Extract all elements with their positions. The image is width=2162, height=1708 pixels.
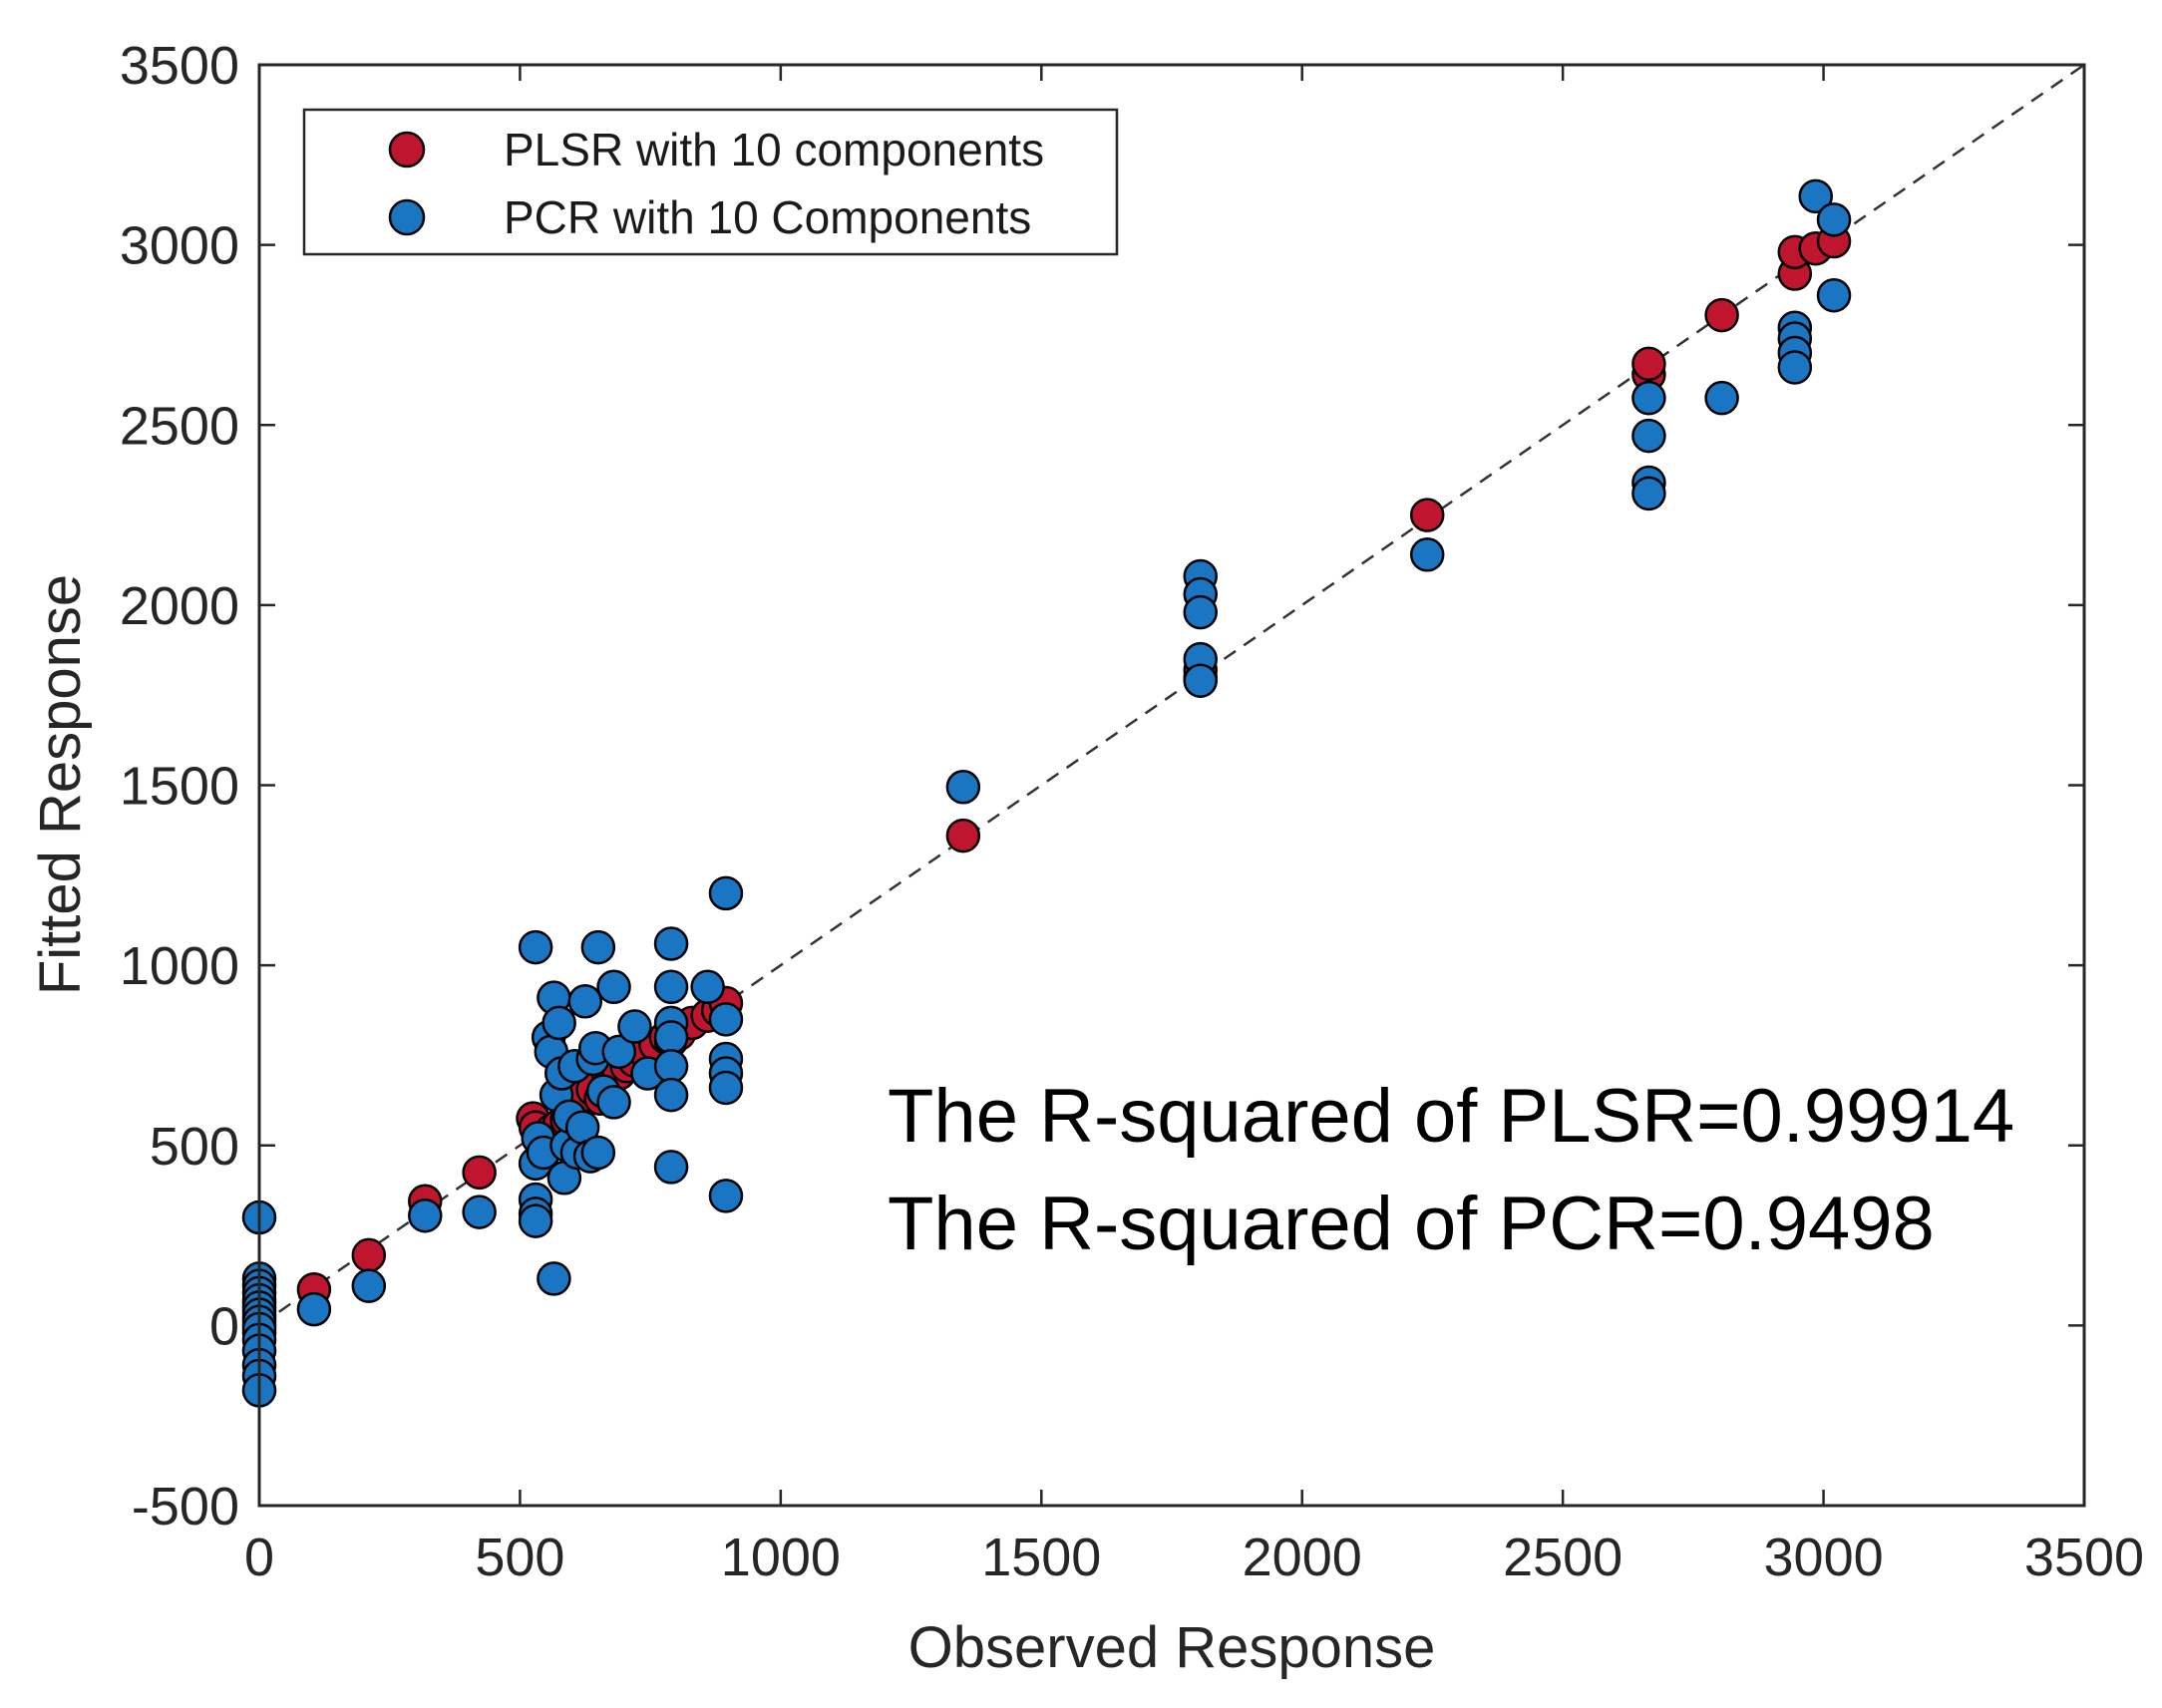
point-pcr-15: [351, 1268, 387, 1303]
point-pcr-55: [653, 1077, 689, 1113]
point-pcr-70: [1409, 537, 1445, 572]
x-tick-label-2000: 2000: [1243, 1528, 1362, 1587]
point-pcr-48: [617, 1009, 652, 1044]
x-tick-label-3000: 3000: [1764, 1528, 1884, 1587]
point-pcr-43: [580, 1135, 616, 1171]
x-tick-label-1000: 1000: [721, 1528, 841, 1587]
point-pcr-17: [462, 1195, 497, 1229]
legend-marker-plsr: [388, 131, 426, 169]
legend-label-pcr: PCR with 10 Components: [504, 191, 1031, 243]
legend-box: [302, 108, 1119, 256]
point-pcr-57: [690, 969, 725, 1005]
y-tick-label-3500: 3500: [120, 36, 239, 96]
point-pcr-58: [708, 875, 744, 911]
data-points: [241, 178, 1852, 1408]
point-pcr-21: [518, 1203, 553, 1238]
plot-frame: [257, 63, 2086, 1508]
point-pcr-67: [1183, 594, 1219, 630]
point-pcr-47: [601, 1034, 637, 1070]
y-tick-label--500: -500: [132, 1477, 239, 1537]
point-pcr-28: [537, 1261, 571, 1296]
point-pcr-80: [1798, 178, 1833, 214]
point-pcr-50: [653, 926, 689, 961]
point-pcr-42: [580, 929, 616, 965]
y-tick-label-3000: 3000: [120, 216, 239, 276]
point-pcr-54: [653, 1049, 689, 1084]
point-pcr-45: [596, 969, 631, 1005]
x-tick-label-500: 500: [475, 1528, 564, 1587]
annotation-r-squared-pcr: The R-squared of PCR=0.9498: [888, 1182, 1935, 1266]
y-tick-label-1500: 1500: [120, 757, 239, 817]
point-pcr-16: [408, 1197, 443, 1233]
y-tick-label-1000: 1000: [120, 936, 239, 996]
point-pcr-71: [1631, 380, 1666, 416]
point-pcr-56: [653, 1150, 689, 1185]
plot-background: [259, 65, 2084, 1506]
point-pcr-63: [708, 1179, 744, 1213]
point-pcr-62: [708, 1070, 744, 1106]
annotation-r-squared-plsr: The R-squared of PLSR=0.99914: [888, 1074, 2014, 1159]
point-pcr-82: [1816, 277, 1852, 313]
y-tick-label-2000: 2000: [120, 576, 239, 636]
y-axis-label: Fitted Response: [28, 574, 93, 995]
y-tick-label-2500: 2500: [120, 396, 239, 456]
y-tick-label-0: 0: [209, 1296, 239, 1356]
point-plsr-38: [1631, 346, 1666, 382]
legend-label-plsr: PLSR with 10 components: [504, 124, 1044, 175]
y-tick-labels: -500 0 500 1000 1500 2000 2500 3000 3500: [120, 36, 239, 1537]
point-pcr-53: [653, 1020, 689, 1055]
x-tick-labels: 0 500 1000 1500 2000 2500 3000 3500: [244, 1528, 2144, 1587]
x-tick-label-0: 0: [244, 1528, 274, 1587]
point-pcr-14: [296, 1291, 332, 1327]
legend: PLSR with 10 components PCR with 10 Comp…: [302, 108, 1119, 256]
x-tick-label-1500: 1500: [981, 1528, 1101, 1587]
point-pcr-38: [567, 984, 603, 1019]
point-pcr-74: [1631, 476, 1666, 512]
point-pcr-72: [1631, 418, 1666, 454]
point-pcr-59: [708, 1002, 744, 1037]
x-tick-label-3500: 3500: [2024, 1528, 2144, 1587]
point-pcr-30: [541, 1005, 576, 1041]
y-tick-label-500: 500: [150, 1117, 239, 1177]
legend-marker-pcr: [388, 198, 426, 236]
point-plsr-36: [1409, 498, 1445, 532]
point-plsr-6: [351, 1237, 387, 1273]
point-plsr-8: [462, 1155, 497, 1191]
point-pcr-79: [1777, 350, 1813, 385]
x-tick-label-2500: 2500: [1503, 1528, 1622, 1587]
point-pcr-69: [1183, 663, 1219, 698]
point-pcr-51: [653, 969, 689, 1005]
point-pcr-75: [1704, 380, 1739, 416]
point-pcr-18: [518, 929, 553, 965]
point-pcr-64: [945, 770, 981, 805]
x-axis-label: Observed Response: [908, 1615, 1436, 1680]
point-pcr-46: [596, 1085, 631, 1120]
point-plsr-33: [945, 818, 981, 854]
point-plsr-39: [1704, 297, 1739, 333]
point-pcr-81: [1816, 202, 1852, 237]
